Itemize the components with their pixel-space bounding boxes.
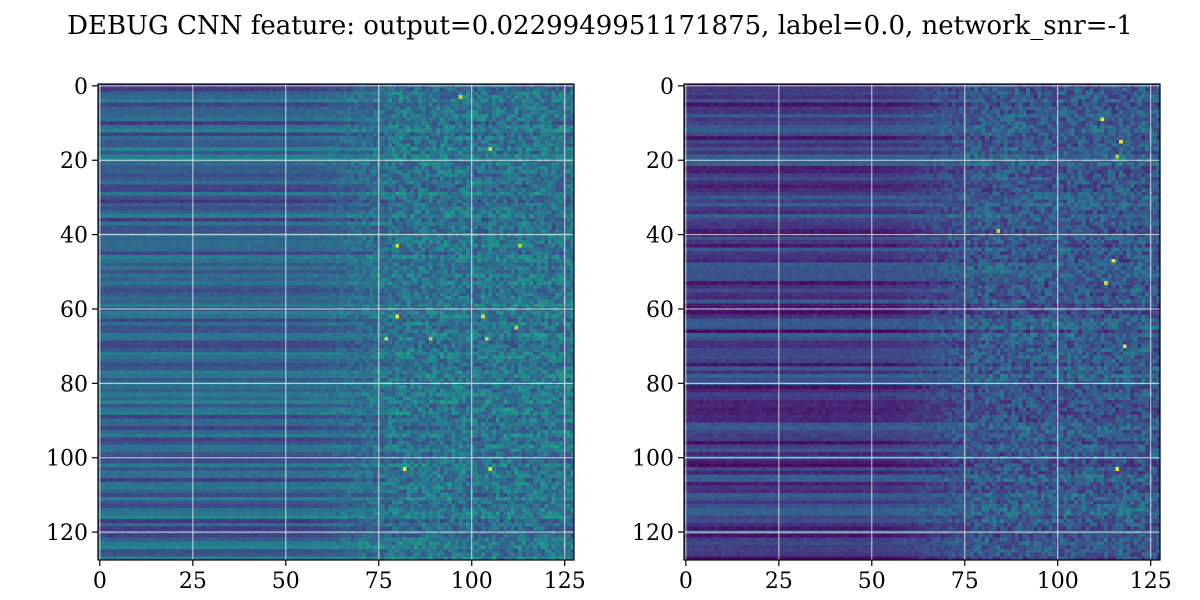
axes-frame bbox=[97, 83, 575, 561]
x-tick-label: 0 bbox=[93, 569, 107, 594]
x-tick-label: 75 bbox=[951, 569, 979, 594]
y-tick-label: 100 bbox=[46, 447, 88, 472]
y-tick-label: 40 bbox=[646, 224, 674, 249]
heatmap-panel-left: 0 25 50 75 100 125 0 20 40 60 80 100 120 bbox=[46, 75, 586, 594]
x-tick-label: 25 bbox=[765, 569, 793, 594]
x-tick-label: 0 bbox=[679, 569, 693, 594]
y-tick-label: 60 bbox=[60, 298, 88, 323]
x-tick-label: 125 bbox=[544, 569, 586, 594]
y-tick-label: 80 bbox=[646, 372, 674, 397]
y-tick-label: 120 bbox=[46, 521, 88, 546]
y-tick-label: 60 bbox=[646, 298, 674, 323]
y-tick-label: 20 bbox=[60, 149, 88, 174]
axes-frame bbox=[683, 83, 1161, 561]
x-tick-label: 100 bbox=[451, 569, 493, 594]
heatmap-panel-right: 0 25 50 75 100 125 0 20 40 60 80 100 120 bbox=[632, 75, 1172, 594]
x-tick-label: 75 bbox=[365, 569, 393, 594]
heatmap-cells bbox=[684, 84, 1160, 560]
y-tick-label: 80 bbox=[60, 372, 88, 397]
y-tick-label: 0 bbox=[660, 75, 674, 100]
y-tick-label: 0 bbox=[74, 75, 88, 100]
chart-title: DEBUG CNN feature: output=0.022994995117… bbox=[67, 11, 1133, 41]
heatmap-cells bbox=[98, 84, 574, 560]
x-tick-label: 50 bbox=[858, 569, 886, 594]
x-tick-label: 125 bbox=[1130, 569, 1172, 594]
y-tick-label: 100 bbox=[632, 447, 674, 472]
x-tick-label: 100 bbox=[1037, 569, 1079, 594]
x-tick-label: 25 bbox=[179, 569, 207, 594]
y-tick-label: 120 bbox=[632, 521, 674, 546]
y-tick-label: 20 bbox=[646, 149, 674, 174]
x-tick-label: 50 bbox=[272, 569, 300, 594]
y-tick-label: 40 bbox=[60, 224, 88, 249]
